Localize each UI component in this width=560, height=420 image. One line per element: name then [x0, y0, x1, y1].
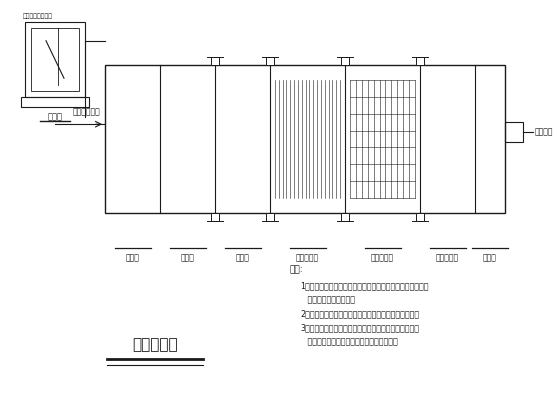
- Text: 水解酸化池: 水解酸化池: [296, 253, 319, 262]
- Text: 厌氧过滤池: 厌氧过滤池: [436, 253, 459, 262]
- Bar: [416, 213, 424, 221]
- Text: 提升泵: 提升泵: [48, 112, 63, 121]
- Text: 施工单位必须有相应资质和相似施工经验。: 施工单位必须有相应资质和相似施工经验。: [300, 337, 398, 346]
- Bar: [211, 57, 219, 65]
- Bar: [266, 213, 274, 221]
- Text: 提升泵房及格栅池: 提升泵房及格栅池: [23, 13, 53, 19]
- Text: 进水井: 进水井: [125, 253, 139, 262]
- Bar: [341, 213, 349, 221]
- Text: 工艺流程图: 工艺流程图: [132, 338, 178, 352]
- Text: 生活污水进水: 生活污水进水: [72, 107, 100, 116]
- Bar: [211, 213, 219, 221]
- Bar: [105, 65, 505, 213]
- Text: 2、施工时必须结合现场地形地貌和管网实况进行建造。: 2、施工时必须结合现场地形地貌和管网实况进行建造。: [300, 309, 419, 318]
- Text: 调节池: 调节池: [236, 253, 249, 262]
- Bar: [21, 97, 89, 107]
- Bar: [31, 28, 79, 91]
- Text: 集井水: 集井水: [483, 253, 497, 262]
- Text: 3、施工单位建成后必须通过环保专项验收后投入使用，: 3、施工单位建成后必须通过环保专项验收后投入使用，: [300, 323, 419, 332]
- Text: 沉淀池: 沉淀池: [180, 253, 194, 262]
- Bar: [341, 57, 349, 65]
- Text: 其他标高作相应调整。: 其他标高作相应调整。: [300, 295, 355, 304]
- Text: 说明:: 说明:: [290, 265, 304, 274]
- Text: 达标排放: 达标排放: [535, 127, 553, 136]
- Bar: [505, 122, 523, 142]
- Text: 厌氧接触池: 厌氧接触池: [371, 253, 394, 262]
- Bar: [25, 22, 85, 97]
- Bar: [416, 57, 424, 65]
- Text: 1、相对标高可根据污水入口实际标高和室外标高进行调整，: 1、相对标高可根据污水入口实际标高和室外标高进行调整，: [300, 281, 428, 290]
- Bar: [266, 57, 274, 65]
